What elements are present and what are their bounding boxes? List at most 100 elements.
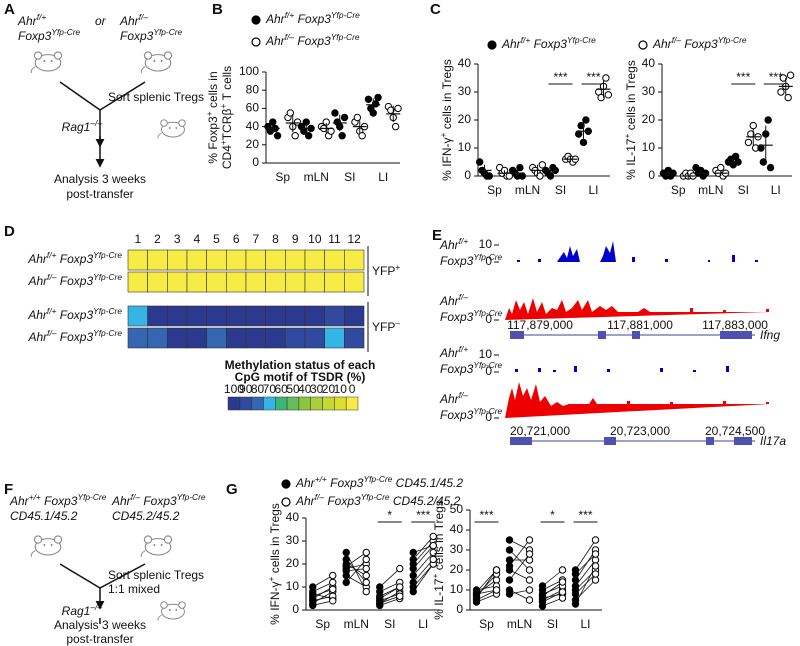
track-signal — [505, 382, 769, 418]
text-segment: f/+ — [285, 10, 295, 20]
exon — [604, 437, 616, 445]
text-segment: Foxp3 — [56, 252, 93, 266]
genotype: Ahr+/+ Foxp3Yfp-Cre — [9, 492, 107, 508]
step-label: 1:1 mixed — [108, 582, 160, 596]
data-point — [329, 585, 337, 593]
data-point — [396, 592, 404, 600]
heatmap-cell — [127, 327, 148, 349]
genotype: Ahrf/– — [119, 12, 148, 28]
exon — [706, 437, 714, 445]
track-label: Foxp3Yfp-Cre — [440, 406, 503, 422]
data-point — [777, 88, 785, 96]
text-segment: cells in Tregs — [440, 59, 454, 132]
y-tick-label: 0 — [252, 155, 259, 169]
panel-label: B — [212, 1, 223, 18]
colorbar-tick-label: 70 — [263, 382, 277, 396]
track-tick-label: 10 — [479, 347, 493, 361]
data-point — [784, 93, 792, 102]
data-point — [505, 556, 514, 564]
exon — [510, 437, 532, 445]
data-point — [764, 116, 772, 124]
heatmap-cell — [127, 249, 148, 271]
column-label: 7 — [252, 232, 259, 246]
heatmap-cell — [186, 327, 207, 349]
data-point — [591, 550, 600, 558]
text-segment: Foxp3 — [324, 494, 361, 508]
heatmap-cell — [226, 305, 247, 327]
panel-label: G — [226, 481, 238, 498]
data-point — [362, 587, 370, 596]
data-point — [766, 163, 775, 172]
text-segment: Foxp3 — [41, 494, 78, 508]
text-segment: CD45.1/45.2 — [392, 476, 463, 490]
step-label: Sort splenic Tregs — [108, 568, 204, 582]
pair-line — [509, 539, 530, 551]
data-point — [362, 571, 370, 580]
column-label: 6 — [233, 232, 240, 246]
legend-marker — [281, 497, 291, 507]
heatmap-cell — [245, 249, 266, 271]
data-point — [472, 598, 481, 606]
data-point — [374, 93, 382, 102]
data-point — [538, 598, 547, 606]
text-segment: % IFN-γ — [440, 137, 454, 180]
data-point — [577, 121, 585, 130]
text-segment: –/– — [89, 602, 102, 612]
data-point — [558, 594, 567, 602]
heatmap-cell — [127, 305, 148, 327]
text-segment: Ahr — [27, 274, 48, 288]
data-point — [309, 601, 317, 610]
x-tick-label: mLN — [515, 183, 540, 197]
text-segment: YFP — [372, 320, 395, 334]
heatmap-cell — [324, 327, 345, 349]
heatmap-cell — [265, 249, 286, 271]
y-axis-label: % IL-17+ cells in Tregs — [622, 60, 638, 180]
data-point — [429, 541, 437, 550]
y-tick-label: 40 — [246, 119, 260, 133]
colorbar-title: Methylation status of each — [225, 358, 376, 372]
panel-label: F — [4, 481, 13, 498]
data-point — [394, 104, 402, 113]
data-point — [786, 71, 795, 79]
group-label: YFP– — [372, 318, 400, 334]
heatmap-cell — [147, 271, 168, 293]
data-point — [717, 163, 725, 172]
text-segment: – — [395, 318, 400, 328]
colorbar-tick-label: 90 — [239, 382, 253, 396]
text-segment: f/– — [131, 492, 141, 502]
data-point — [571, 570, 580, 578]
colorbar-tick-label: 30 — [310, 382, 324, 396]
y-tick-label: 0 — [292, 602, 299, 616]
heatmap-cell — [285, 305, 306, 327]
data-point — [273, 132, 282, 140]
data-point — [591, 556, 600, 564]
text-segment: Ahr — [111, 494, 132, 508]
track-tick-label: 10 — [479, 237, 493, 251]
text-segment: + — [218, 104, 228, 109]
y-tick-label: 30 — [450, 542, 464, 556]
gene-label: Il17a — [760, 434, 786, 448]
text-segment: Ahr — [17, 14, 38, 28]
heatmap-cell — [206, 271, 227, 293]
row-label: Ahrf/– Foxp3Yfp-Cre — [27, 272, 122, 288]
data-point — [476, 158, 484, 166]
heatmap-cell — [167, 305, 188, 327]
text-segment: T cells — [220, 66, 234, 104]
track-tick-label: 0 — [485, 254, 492, 268]
text-segment: Ahr — [295, 476, 316, 490]
track-tick-label: 0 — [485, 312, 492, 326]
data-point — [536, 172, 544, 180]
data-point — [591, 576, 600, 584]
y-tick-label: 0 — [456, 602, 463, 616]
text-segment: +/+ — [29, 492, 41, 502]
pair-line — [312, 575, 333, 588]
legend-marker — [638, 40, 648, 50]
text-segment: Yfp-Cre — [93, 328, 122, 338]
text-segment: Ahr — [501, 37, 522, 51]
data-point — [525, 596, 534, 604]
text-segment: % Foxp3 — [206, 116, 220, 164]
text-segment: f/+ — [47, 306, 57, 316]
coordinate-label: 117,881,000 — [607, 318, 673, 332]
text-segment: Foxp3 — [440, 254, 474, 268]
data-point — [538, 592, 547, 600]
